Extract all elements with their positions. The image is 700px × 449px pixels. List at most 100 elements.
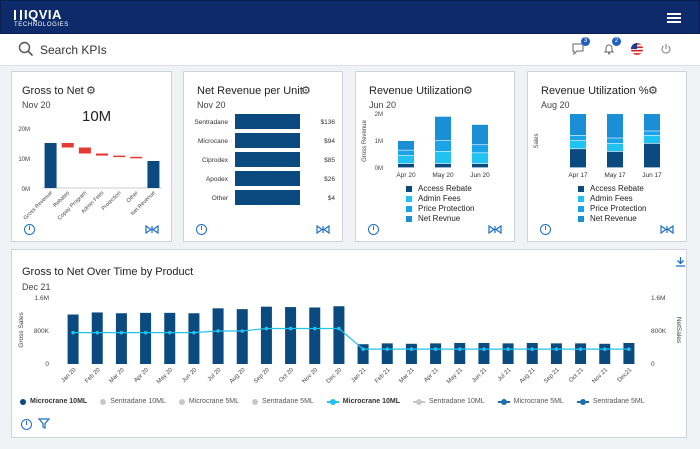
time-bar <box>236 309 248 364</box>
legend-item: Admin Fees <box>578 194 633 203</box>
net-sales-point <box>143 330 148 335</box>
x-tick-label: Aug 21 <box>519 367 537 385</box>
stacked-bar-segment <box>607 138 623 144</box>
time-bar <box>333 306 345 364</box>
waterfall-bar <box>44 143 57 188</box>
hamburger-menu-icon[interactable] <box>667 13 681 23</box>
net-sales-point <box>240 329 245 333</box>
revenue-utilization-chart: Gross Revenue 2M 1M 0M Apr 20 May 20 Jun 20 <box>362 112 490 179</box>
bell-icon <box>603 44 615 55</box>
legend-label: Microcrane 10ML <box>30 398 88 405</box>
x-tick-label: Jun 20 <box>181 367 198 384</box>
net-sales-point <box>95 330 100 335</box>
legend-item[interactable]: Sentradane 10ML <box>412 398 485 405</box>
gtn-over-time-legend: Microcrane 10ML Sentradane 10ML Microcrane… <box>20 398 680 405</box>
net-sales-point <box>457 347 462 351</box>
card-title: Gross to Net <box>22 85 84 97</box>
bowtie-chart-icon[interactable] <box>145 225 159 234</box>
net-sales-point <box>119 330 124 335</box>
info-icon[interactable]: i <box>540 224 551 235</box>
legend-item[interactable]: Microcrane 10ML <box>20 398 87 405</box>
x-tick-label: Other <box>126 190 140 204</box>
legend-swatch <box>578 185 584 192</box>
waterfall-bar <box>113 155 126 158</box>
stacked-bar-segment <box>398 150 414 156</box>
legend-label: Price Protection <box>418 204 475 213</box>
legend-label: Admin Fees <box>590 194 633 203</box>
x-tick-label: Sep 20 <box>253 367 271 385</box>
gtn-over-time-chart: Gross Sales NetSales 1.6M 1.6M 800K 800K 0 0 Jan… <box>18 295 682 385</box>
chat-button[interactable]: 3 <box>572 37 590 60</box>
net-sales-point <box>264 326 269 331</box>
x-tick-label: Dec 20 <box>326 367 344 385</box>
y2-tick-label: 1.6M <box>651 295 665 302</box>
x-tick-label: Apr 20 <box>396 172 416 179</box>
legend-marker <box>252 398 259 405</box>
legend-label: Sentradane 5ML <box>592 398 645 405</box>
legend-item[interactable]: Sentradane 10ML <box>100 398 166 405</box>
info-icon[interactable]: i <box>368 224 379 235</box>
category-label: Ciprodex <box>202 157 229 164</box>
gear-icon[interactable]: ⚙ <box>301 85 311 97</box>
bowtie-chart-icon[interactable] <box>488 225 502 234</box>
info-icon[interactable]: i <box>21 419 32 430</box>
language-button[interactable] <box>631 42 643 60</box>
gear-icon[interactable]: ⚙ <box>463 85 473 97</box>
hbar <box>235 114 300 129</box>
bowtie-chart-icon[interactable] <box>660 225 674 234</box>
card-subtitle: Jun 20 <box>369 100 397 110</box>
gear-icon[interactable]: ⚙ <box>648 85 658 97</box>
power-button[interactable] <box>660 42 672 60</box>
net-sales-point <box>192 330 196 335</box>
info-icon[interactable]: i <box>24 224 35 235</box>
filter-icon[interactable] <box>38 418 50 429</box>
gear-icon[interactable]: ⚙ <box>86 85 96 97</box>
legend-label: Access Rebate <box>590 184 644 193</box>
search-input[interactable]: Search KPIs <box>40 43 107 57</box>
legend-item: Net Revnue <box>406 214 460 223</box>
y2-axis-label: NetSales <box>675 317 682 344</box>
x-tick-label: Apr 17 <box>568 172 588 179</box>
x-tick-label: Aug 20 <box>229 367 247 385</box>
legend-item[interactable]: Sentradane 5ML <box>576 398 645 405</box>
legend-item[interactable]: Microcrane 10ML <box>326 398 400 405</box>
legend-label: Net Revenue <box>590 214 637 223</box>
net-sales-point <box>554 347 559 351</box>
x-tick-label: Jul 20 <box>207 367 223 383</box>
net-sales-point <box>578 347 583 351</box>
x-tick-label: Jul 21 <box>497 367 513 383</box>
bowtie-chart-icon[interactable] <box>316 225 330 234</box>
notifications-button[interactable]: 2 <box>603 37 621 60</box>
legend-item[interactable]: Microcrane 5ML <box>497 398 564 405</box>
legend-label: Microcrane 5ML <box>513 398 564 405</box>
net-sales-point <box>602 347 607 351</box>
hbar <box>235 171 300 186</box>
value-label: $4 <box>328 195 336 202</box>
info-icon[interactable]: i <box>196 224 207 235</box>
stacked-bar-segment <box>644 131 660 135</box>
net-sales-point <box>627 347 631 351</box>
net-sales-point <box>530 347 535 351</box>
legend-item: Access Rebate <box>578 184 644 193</box>
net-sales-point <box>71 330 75 335</box>
search-icon[interactable] <box>18 41 34 57</box>
legend-item[interactable]: Sentradane 5ML <box>252 398 314 405</box>
card-subtitle: Nov 20 <box>197 100 226 110</box>
legend-marker <box>576 398 589 405</box>
y-tick-label: 2M <box>375 112 383 118</box>
legend-swatch <box>406 195 412 202</box>
stacked-bar-segment <box>644 143 660 168</box>
x-tick-label: Feb 21 <box>374 367 392 385</box>
legend-swatch <box>406 185 412 192</box>
download-icon[interactable] <box>675 256 686 267</box>
x-tick-label: Jan 20 <box>61 367 78 384</box>
legend-marker <box>100 398 107 405</box>
legend-marker <box>497 398 510 405</box>
stacked-bar-segment <box>472 145 488 153</box>
y-tick-label: 1M <box>375 139 383 145</box>
value-label: $94 <box>324 138 335 145</box>
iqvia-logo[interactable]: IQVIA TECHNOLOGIES <box>14 8 69 29</box>
category-label: Microcane <box>198 138 228 145</box>
legend-item[interactable]: Microcrane 5ML <box>178 398 239 405</box>
